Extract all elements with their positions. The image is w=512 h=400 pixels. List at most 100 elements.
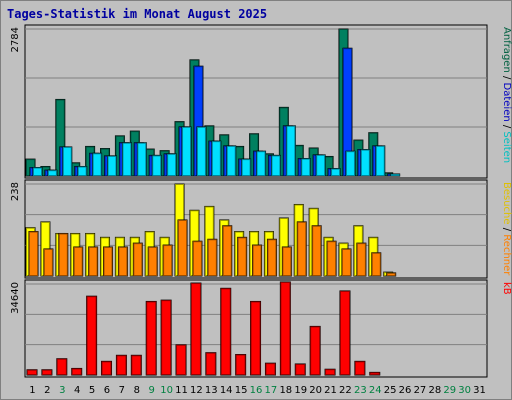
x-tick-label: 19 bbox=[294, 385, 307, 396]
bar-body bbox=[296, 221, 307, 277]
bar-body bbox=[264, 362, 276, 376]
bar-seiten-day-14 bbox=[226, 145, 237, 177]
bar-shade bbox=[71, 368, 82, 375]
bar-kb-day-6 bbox=[101, 360, 113, 376]
bar-kb-day-22 bbox=[339, 290, 351, 376]
bar-shade bbox=[182, 126, 192, 176]
bar-kb-day-17 bbox=[264, 362, 276, 376]
bar-body bbox=[294, 363, 306, 376]
bar-kb-day-24 bbox=[369, 371, 381, 376]
bar-body bbox=[326, 240, 337, 277]
x-tick-label: 9 bbox=[148, 385, 154, 396]
bar-kb-day-5 bbox=[86, 295, 98, 376]
bar-seiten-day-12 bbox=[196, 126, 207, 177]
bar-body bbox=[190, 282, 202, 376]
bar-shade bbox=[369, 372, 380, 376]
legend-label-part: / bbox=[501, 225, 512, 235]
bar-seiten-day-1 bbox=[32, 167, 43, 177]
bar-shade bbox=[47, 170, 57, 176]
bar-seiten-day-2 bbox=[47, 169, 58, 177]
bar-shade bbox=[205, 352, 216, 375]
bar-body bbox=[192, 240, 203, 277]
x-tick-label: 20 bbox=[309, 385, 322, 396]
bar-kb-day-4 bbox=[71, 367, 83, 376]
bar-shade bbox=[252, 245, 262, 277]
bar-shade bbox=[297, 221, 307, 276]
x-tick-label: 11 bbox=[175, 385, 188, 396]
x-tick-label: 31 bbox=[473, 385, 486, 396]
bar-shade bbox=[280, 282, 291, 375]
bar-shade bbox=[295, 363, 306, 376]
bar-shade bbox=[101, 361, 112, 375]
bar-shade bbox=[27, 369, 37, 376]
bar-body bbox=[371, 252, 382, 277]
bar-body bbox=[73, 246, 84, 277]
bar-shade bbox=[146, 301, 157, 375]
x-tick-label: 22 bbox=[339, 385, 352, 396]
x-tick-label: 6 bbox=[104, 385, 110, 396]
bar-body bbox=[339, 290, 351, 376]
bar-shade bbox=[176, 344, 187, 376]
bar-body bbox=[252, 244, 263, 277]
bar-body bbox=[241, 158, 252, 177]
x-tick-label: 15 bbox=[235, 385, 248, 396]
bar-shade bbox=[56, 358, 67, 375]
bar-shade bbox=[86, 296, 97, 375]
bar-shade bbox=[88, 247, 98, 277]
bar-shade bbox=[192, 241, 202, 276]
x-tick-label: 29 bbox=[443, 385, 456, 396]
bar-kb-day-12 bbox=[190, 282, 202, 376]
bar-rechner-day-24 bbox=[371, 252, 382, 277]
bar-body bbox=[309, 325, 321, 376]
bar-seiten-day-8 bbox=[136, 142, 147, 177]
bar-rechner-day-17 bbox=[266, 238, 277, 277]
x-tick-label: 10 bbox=[160, 385, 173, 396]
chart-panel-2: 238 Besuche / Rechner bbox=[10, 179, 512, 279]
legend-label-part: / bbox=[501, 122, 512, 132]
chart-panel-1: 2784 Anfragen / Dateien / Seiten bbox=[10, 24, 512, 179]
legend-label: Besuche / Rechner bbox=[501, 182, 512, 276]
bar-rechner-day-14 bbox=[222, 225, 233, 277]
legend-label-part: Rechner bbox=[501, 234, 512, 276]
bar-body bbox=[237, 236, 248, 277]
bar-kb-day-3 bbox=[56, 358, 68, 376]
bar-seiten-day-13 bbox=[211, 140, 222, 177]
bar-body bbox=[86, 295, 98, 376]
bar-shade bbox=[345, 151, 355, 177]
x-tick-label: 21 bbox=[324, 385, 337, 396]
bar-shade bbox=[316, 154, 326, 176]
bar-shade bbox=[220, 288, 231, 376]
bar-body bbox=[115, 354, 127, 376]
bar-body bbox=[256, 150, 267, 177]
bar-kb-day-11 bbox=[175, 344, 187, 376]
bar-shade bbox=[241, 159, 251, 177]
bar-body bbox=[77, 165, 88, 177]
bar-body bbox=[360, 149, 371, 177]
bar-rechner-day-11 bbox=[177, 219, 188, 277]
bar-body bbox=[58, 232, 69, 277]
bar-shade bbox=[178, 219, 188, 277]
bar-shade bbox=[41, 369, 52, 376]
bar-body bbox=[121, 142, 132, 177]
bar-shade bbox=[371, 252, 381, 276]
bar-body bbox=[88, 246, 99, 277]
legend-label-part: Anfragen bbox=[501, 27, 512, 73]
x-tick-label: 17 bbox=[265, 385, 278, 396]
bar-shade bbox=[103, 247, 113, 277]
bar-body bbox=[136, 142, 147, 177]
legend-label-part: Dateien bbox=[501, 83, 512, 122]
bar-shade bbox=[163, 245, 173, 277]
bar-kb-day-20 bbox=[309, 325, 321, 376]
bar-rechner-day-8 bbox=[132, 242, 143, 277]
bar-rechner-day-20 bbox=[311, 225, 322, 277]
bar-shade bbox=[73, 247, 83, 277]
bar-rechner-day-7 bbox=[117, 246, 128, 277]
bar-seiten-day-15 bbox=[241, 158, 252, 177]
bar-shade bbox=[148, 247, 158, 277]
bar-shade bbox=[354, 361, 365, 375]
bar-rechner-day-9 bbox=[147, 246, 158, 277]
bar-seiten-day-6 bbox=[107, 155, 118, 177]
bar-shade bbox=[107, 155, 117, 177]
bar-body bbox=[356, 242, 367, 277]
x-tick-label: 23 bbox=[354, 385, 367, 396]
